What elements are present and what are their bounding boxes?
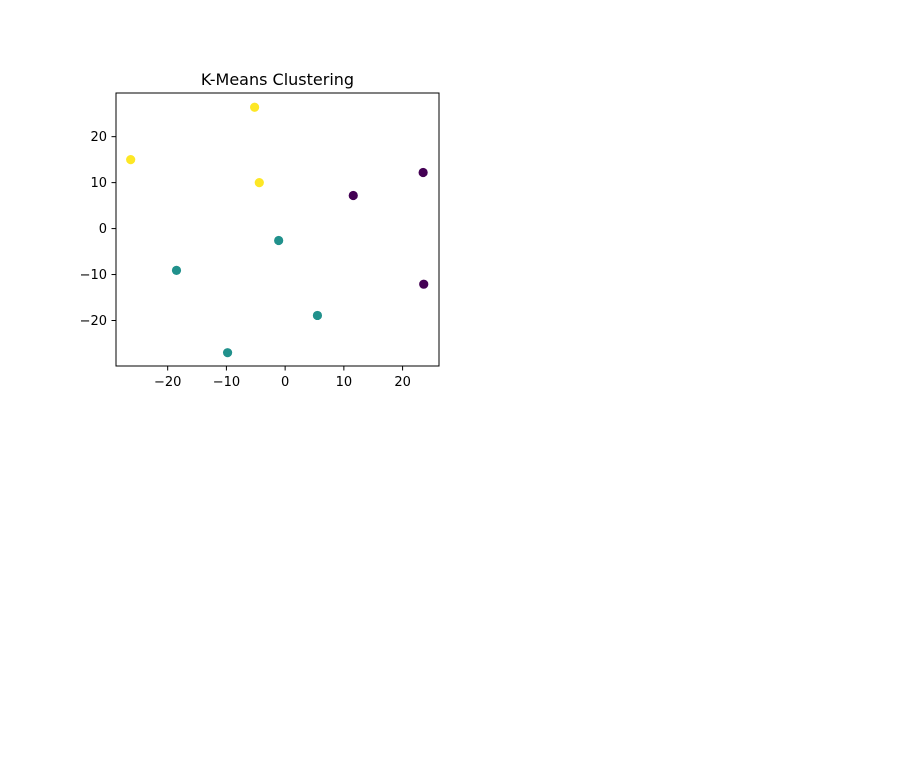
y-tick-label: 0 — [99, 222, 107, 237]
scatter-point-cluster-1 — [171, 265, 182, 275]
y-tick-label: 20 — [90, 130, 107, 145]
y-tick-label: 10 — [90, 176, 107, 191]
scatter-point-cluster-2 — [250, 102, 260, 112]
scatter-point-cluster-2 — [126, 155, 136, 165]
scatter-point-cluster-0 — [418, 167, 428, 178]
scatter-point-cluster-0 — [348, 190, 358, 201]
chart-title: K-Means Clustering — [201, 70, 354, 89]
y-axis: −20 −10 0 10 20 — [80, 130, 116, 329]
x-tick-label: 20 — [394, 375, 411, 390]
y-tick-label: −20 — [80, 314, 107, 329]
y-tick-label: −10 — [80, 268, 107, 283]
points-layer — [126, 102, 429, 358]
axes-frame — [115, 92, 440, 367]
scatter-point-cluster-1 — [312, 310, 323, 321]
x-tick-label: −20 — [154, 375, 181, 390]
x-tick-label: −10 — [213, 375, 240, 390]
scatter-point-cluster-2 — [254, 178, 264, 188]
x-axis: −20 −10 0 10 20 — [154, 366, 411, 390]
scatter-point-cluster-1 — [222, 348, 233, 358]
x-tick-label: 10 — [336, 375, 353, 390]
x-tick-label: 0 — [281, 375, 289, 390]
scatter-point-cluster-0 — [419, 279, 429, 289]
scatter-point-cluster-1 — [274, 235, 284, 246]
